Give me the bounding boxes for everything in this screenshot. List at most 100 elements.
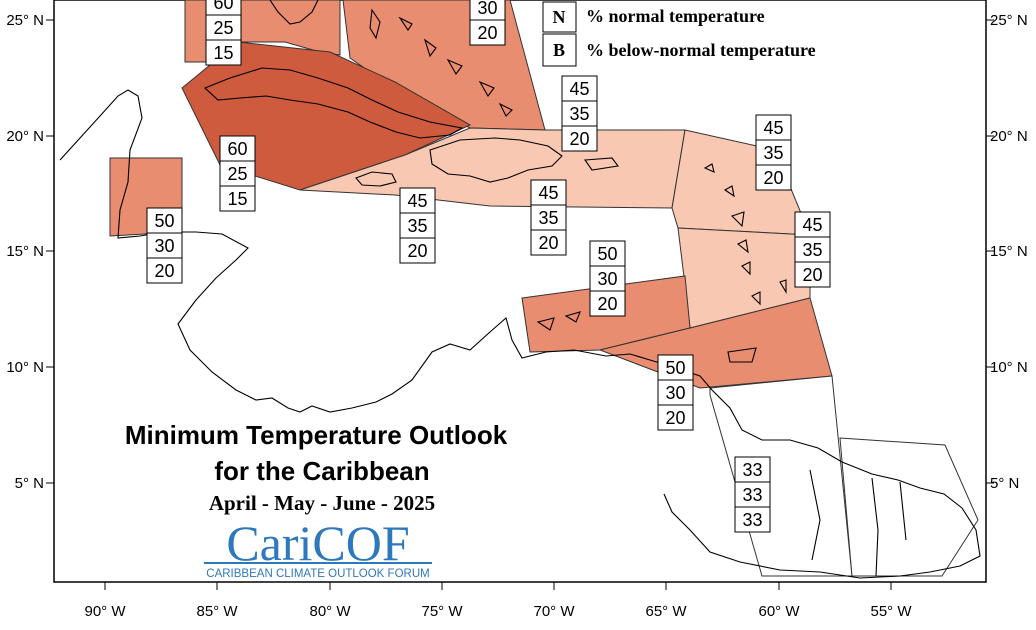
- y-tick-label-right: 20° N: [990, 128, 1028, 145]
- y-axis-left: 25° N 20° N 15° N 10° N 5° N: [6, 12, 54, 492]
- prob-value: 45: [763, 118, 783, 138]
- y-tick-label-left: 10° N: [6, 359, 44, 376]
- legend-n-box: [542, 1, 577, 33]
- prob-value: 60: [213, 0, 233, 13]
- lesser-antilles-islands: [703, 163, 787, 363]
- prob-value: 50: [154, 211, 174, 231]
- prob-value: 33: [742, 485, 762, 505]
- prob-cell: [794, 236, 831, 263]
- prob-value: 20: [763, 168, 783, 188]
- hispaniola-coast: [429, 137, 563, 183]
- prob-cell: [794, 261, 831, 288]
- prob-box-turks-caicos: 45 35 20: [561, 75, 598, 152]
- prob-value: 35: [802, 240, 822, 260]
- y-tick-label-right: 10° N: [990, 359, 1028, 376]
- prob-cell: [219, 160, 256, 187]
- prob-box-northern-leewards: 45 35 20: [755, 114, 792, 191]
- x-tick-label: 65° W: [645, 603, 687, 620]
- prob-value: 35: [538, 208, 558, 228]
- prob-value: 33: [742, 510, 762, 530]
- map-title-line2: for the Caribbean: [214, 456, 429, 486]
- prob-cell: [755, 139, 792, 166]
- prob-value: 50: [665, 358, 685, 378]
- x-axis: 90° W 85° W 80° W 75° W 70° W 65° W 60° W 55° W: [84, 582, 912, 620]
- prob-cell: [219, 185, 256, 212]
- legend-b-box: [542, 33, 577, 67]
- y-tick-label-left: 15° N: [6, 243, 44, 260]
- prob-cell: [205, 14, 242, 41]
- map-title-line1: Minimum Temperature Outlook: [125, 420, 508, 450]
- prob-cell: [657, 404, 694, 431]
- map-period: April - May - June - 2025: [209, 491, 435, 515]
- prob-value: 20: [538, 233, 558, 253]
- y-axis-right: 25° N 20° N 15° N 10° N 5° N: [986, 12, 1028, 492]
- y-tick-label-left: 20° N: [6, 128, 44, 145]
- prob-value: 20: [154, 261, 174, 281]
- prob-box-bahamas-west: 60 25 15: [205, 0, 242, 66]
- prob-value: 50: [597, 244, 617, 264]
- jamaica-coast: [355, 171, 397, 187]
- prob-box-belize: 50 30 20: [146, 207, 183, 284]
- prob-cell: [589, 265, 626, 292]
- y-tick-label-left: 25° N: [6, 12, 44, 29]
- prob-cell: [399, 187, 436, 214]
- prob-cell: [561, 75, 598, 102]
- prob-value: 20: [407, 241, 427, 261]
- prob-value: 15: [227, 189, 247, 209]
- prob-cell: [530, 229, 567, 256]
- logo-subtitle: CARIBBEAN CLIMATE OUTLOOK FORUM: [206, 568, 429, 580]
- coastlines: [59, 0, 981, 579]
- prob-box-trinidad-tobago: 50 30 20: [657, 354, 694, 431]
- south-america-coast: [663, 389, 981, 579]
- logo-wordmark: CariCOF: [226, 515, 409, 571]
- prob-value: 20: [477, 23, 497, 43]
- guiana-borders: [809, 469, 907, 577]
- prob-cell: [561, 125, 598, 152]
- prob-value: 45: [407, 191, 427, 211]
- central-america-coast: [59, 89, 713, 413]
- prob-cell: [205, 39, 242, 66]
- prob-value: 25: [227, 164, 247, 184]
- x-tick-label: 90° W: [84, 603, 126, 620]
- prob-value: 35: [763, 143, 783, 163]
- region-polygons: [109, 0, 979, 577]
- prob-cell: [755, 114, 792, 141]
- prob-cell: [657, 379, 694, 406]
- prob-cell: [469, 19, 506, 46]
- prob-box-southern-windwards: 45 35 20: [794, 211, 831, 288]
- prob-value: 30: [597, 269, 617, 289]
- prob-value: 15: [213, 43, 233, 63]
- prob-cell: [561, 100, 598, 127]
- x-tick-label: 55° W: [870, 603, 912, 620]
- prob-cell: [755, 164, 792, 191]
- map-frame: [53, 0, 987, 583]
- prob-value: 20: [569, 129, 589, 149]
- prob-value: 20: [802, 265, 822, 285]
- prob-value: 45: [569, 79, 589, 99]
- x-tick-label: 80° W: [309, 603, 351, 620]
- y-tick-label-right: 15° N: [990, 243, 1028, 260]
- cuba-coast: [203, 67, 464, 139]
- prob-cell: [657, 354, 694, 381]
- legend-n-key: N: [553, 7, 566, 27]
- prob-value: 45: [538, 183, 558, 203]
- x-tick-label: 60° W: [758, 603, 800, 620]
- prob-value: 30: [665, 383, 685, 403]
- prob-value: 35: [569, 104, 589, 124]
- prob-box-guianas: 33 33 33: [734, 456, 771, 533]
- x-tick-label: 75° W: [421, 603, 463, 620]
- prob-cell: [219, 135, 256, 162]
- x-tick-label: 70° W: [533, 603, 575, 620]
- puerto-rico-coast: [583, 157, 619, 171]
- florida-coast: [269, 0, 319, 25]
- abc-islands-coast: [536, 311, 581, 331]
- prob-box-cuba: 60 25 15: [219, 135, 256, 212]
- caricof-logo: CariCOF CARIBBEAN CLIMATE OUTLOOK FORUM: [204, 515, 432, 580]
- x-tick-label: 85° W: [196, 603, 238, 620]
- legend-b-label: % below-normal temperature: [586, 40, 816, 60]
- probability-boxes: 6025156025153020503020453520453520453520…: [146, 0, 831, 533]
- prob-cell: [734, 481, 771, 508]
- prob-cell: [399, 237, 436, 264]
